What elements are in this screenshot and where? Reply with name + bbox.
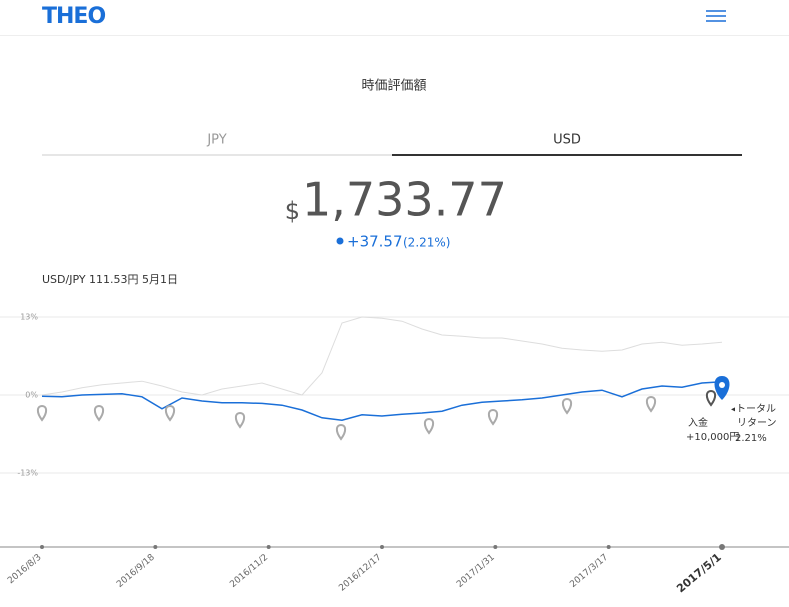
x-tick [380, 545, 384, 549]
annotation: リターン [737, 417, 777, 429]
x-tick [606, 545, 611, 549]
change-dot [336, 237, 344, 245]
pin [645, 395, 657, 413]
pin [705, 389, 717, 407]
pin [36, 404, 48, 422]
chart: 13% 0% -13% 2016/8/3 2016/9/18 2016/11/2 2016/… [0, 313, 789, 596]
x-tick-label: 2016/12/17 [337, 553, 383, 594]
currency: $ [285, 197, 300, 225]
x-tick-label: 2016/11/2 [228, 553, 270, 590]
tab[interactable]: USD [553, 133, 581, 148]
pin [561, 397, 573, 415]
x-tick-label: 2016/8/3 [6, 553, 43, 587]
change-value: +37.57 [347, 233, 403, 251]
x-tick-label: 2016/9/18 [115, 552, 157, 589]
y-tick-label: -13% [17, 469, 38, 478]
logo[interactable]: THEO [42, 4, 106, 29]
section-title: 時価評価額 [361, 79, 426, 94]
x-tick [40, 545, 44, 549]
y-tick-label: 0% [25, 391, 38, 400]
x-tick-label: 2017/3/17 [568, 553, 610, 590]
pin [487, 408, 499, 426]
annotation: 2.21% [735, 433, 767, 444]
x-tick [266, 545, 271, 549]
pin [164, 404, 176, 422]
annotation: トータル [736, 403, 776, 415]
pin [335, 423, 347, 441]
current-pin-dot [719, 382, 725, 388]
amount: 1,733.77 [302, 173, 507, 227]
pin [234, 411, 246, 429]
pin [423, 417, 435, 435]
x-tick [153, 545, 158, 549]
annotation: +10,000円 [686, 432, 739, 443]
rate: USD/JPY 111.53円 5月1日 [42, 273, 178, 286]
tab[interactable]: JPY [206, 133, 226, 148]
x-tick-label: 2017/5/1 [674, 551, 724, 596]
annotation: 入金 [688, 416, 708, 429]
line [41, 381, 723, 421]
pin [93, 404, 105, 422]
menu-button[interactable] [706, 10, 726, 22]
x-tick [719, 544, 725, 550]
x-tick [493, 545, 498, 549]
x-tick-label: 2017/1/31 [455, 553, 497, 590]
y-tick-label: 13% [20, 313, 38, 322]
arrow: ◂ [731, 405, 735, 414]
line [41, 316, 723, 396]
change-percent: (2.21%) [403, 236, 450, 250]
